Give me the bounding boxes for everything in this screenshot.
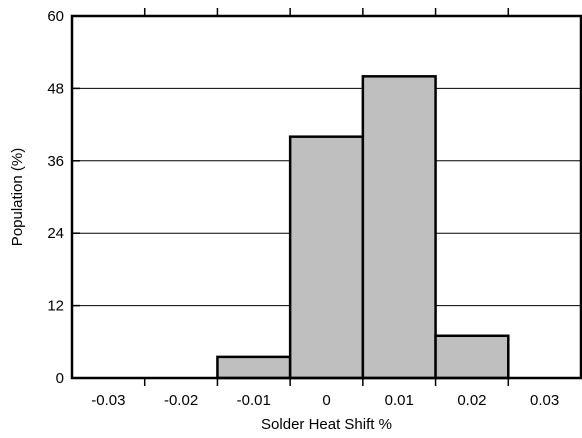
x-tick-label-1: -0.02 (164, 392, 198, 409)
bar-0.01 (361, 75, 437, 380)
y-tick-label-3: 36 (47, 153, 64, 170)
x-tick-label-3: 0 (322, 392, 330, 409)
bar-0.02 (434, 334, 510, 380)
bar--0.01 (216, 355, 292, 380)
x-tick-label-4: 0.01 (385, 392, 414, 409)
y-tick-label-4: 48 (47, 80, 64, 97)
y-tick-label-1: 12 (47, 298, 64, 315)
y-tick-label-0: 0 (56, 370, 64, 387)
y-tick-label-5: 60 (47, 8, 64, 25)
y-tick-label-2: 24 (47, 225, 64, 242)
x-tick-label-2: -0.01 (237, 392, 271, 409)
tick-labels: 0 12 24 36 48 60 -0.03 -0.02 -0.01 0 0.01 0.02 0.03 (47, 8, 559, 409)
x-tick-label-0: -0.03 (91, 392, 125, 409)
axis-ticks (72, 8, 510, 386)
x-axis-title: Solder Heat Shift % (261, 416, 392, 433)
x-tick-label-6: 0.03 (530, 392, 559, 409)
y-axis-title: Population (%) (9, 148, 26, 246)
bar-0 (288, 135, 365, 380)
histogram-bars (216, 75, 510, 380)
plot-frame (70, 14, 582, 380)
x-tick-label-5: 0.02 (457, 392, 486, 409)
